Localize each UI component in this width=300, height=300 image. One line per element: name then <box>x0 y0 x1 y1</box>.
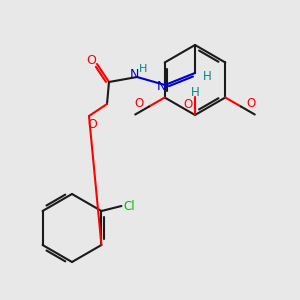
Text: H: H <box>190 86 200 100</box>
Text: H: H <box>139 64 147 74</box>
Text: H: H <box>202 70 211 83</box>
Text: O: O <box>183 98 193 112</box>
Text: Cl: Cl <box>124 200 135 212</box>
Text: O: O <box>86 53 96 67</box>
Text: O: O <box>87 118 97 130</box>
Text: N: N <box>129 68 139 80</box>
Text: N: N <box>156 80 166 92</box>
Text: O: O <box>246 97 256 110</box>
Text: O: O <box>134 97 144 110</box>
